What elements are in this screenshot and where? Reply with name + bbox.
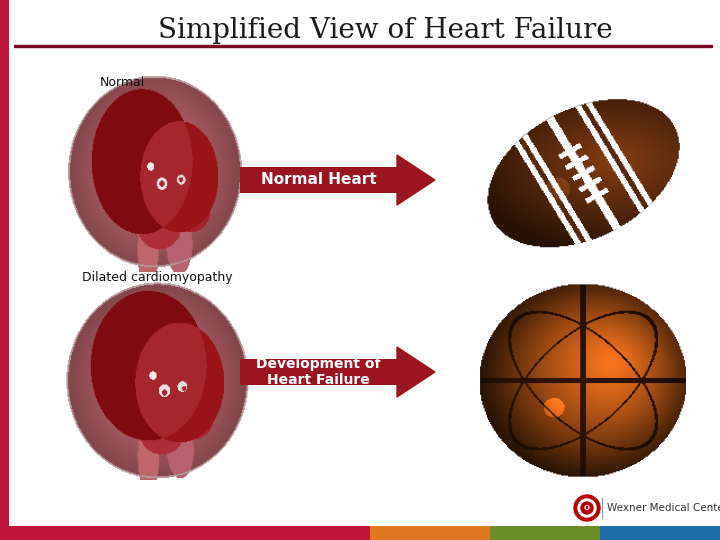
Bar — [370, 526, 490, 540]
Bar — [14, 45, 712, 47]
Text: Dilated cardiomyopathy: Dilated cardiomyopathy — [82, 271, 233, 284]
Circle shape — [581, 502, 593, 514]
Circle shape — [574, 495, 600, 521]
Text: Normal: Normal — [100, 76, 145, 89]
Bar — [240, 359, 397, 385]
Text: Development of
Heart Failure: Development of Heart Failure — [256, 357, 381, 387]
Bar — [490, 526, 600, 540]
Bar — [0, 0, 9, 526]
Text: Normal Heart: Normal Heart — [261, 172, 377, 187]
Bar — [240, 167, 397, 193]
Text: O: O — [584, 505, 590, 511]
Polygon shape — [397, 155, 435, 205]
Bar — [0, 526, 370, 540]
Bar — [600, 526, 720, 540]
Text: Simplified View of Heart Failure: Simplified View of Heart Failure — [158, 17, 612, 44]
Text: Wexner Medical Center: Wexner Medical Center — [607, 503, 720, 513]
Circle shape — [578, 499, 596, 517]
Polygon shape — [397, 347, 435, 397]
